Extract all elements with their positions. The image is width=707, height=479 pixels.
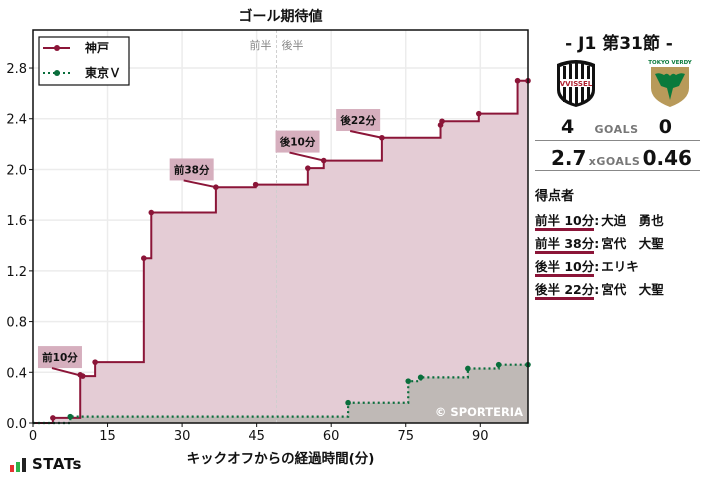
scorer-item: 前半 38分: 宮代 大聖: [535, 233, 664, 254]
y-tick-label: 1.2: [6, 265, 27, 280]
shot-marker: [141, 255, 147, 261]
y-tick-label: 0.4: [6, 366, 27, 381]
shot-marker: [514, 77, 521, 84]
shot-marker: [320, 157, 327, 164]
x-tick-label: 30: [174, 429, 191, 444]
round-title: - J1 第31節 -: [565, 34, 673, 54]
legend-box: [38, 36, 130, 86]
goal-annotation-label: 前10分: [42, 351, 78, 364]
shot-marker: [67, 413, 74, 420]
goal-annotation-arrow: [289, 151, 324, 162]
shot-marker: [475, 110, 482, 117]
shot-marker: [495, 361, 502, 368]
home-xg: 2.7: [551, 146, 587, 170]
x-tick-label: 60: [323, 429, 340, 444]
legend-marker: [54, 70, 60, 76]
goals-label: GOALS: [594, 123, 639, 136]
scorer-time: 前半 38分: [535, 236, 595, 254]
x-tick-label: 45: [248, 429, 265, 444]
y-tick-label: 1.6: [6, 214, 27, 229]
x-tick-label: 15: [99, 429, 116, 444]
x-axis-label: キックオフからの経過時間(分): [186, 451, 375, 467]
goal-annotation-arrow: [183, 179, 217, 189]
shot-marker: [252, 181, 259, 188]
shot-marker: [379, 134, 385, 141]
scorers-title: 得点者: [535, 189, 575, 204]
watermark: © SPORTERIA: [435, 405, 523, 419]
goal-annotation-label: 後22分: [339, 114, 376, 127]
xg-timeline-chart: ゴール期待値 前半 後半前10分 前38分 後10分 後22分 © SPORTERIA 0 1…: [6, 9, 531, 472]
scorer-time: 前半 10分: [535, 213, 595, 231]
scorer-name: エリキ: [601, 259, 639, 274]
away-xg: 0.46: [642, 146, 692, 170]
scorer-time: 後半 22分: [535, 282, 595, 300]
away-xg-line: [33, 363, 528, 425]
stats-bar-icon: [22, 458, 26, 472]
stats-brand-text: STATs: [32, 455, 82, 473]
shot-marker: [79, 373, 86, 379]
away-xg-area: [33, 364, 528, 423]
scorer-item: 前半 10分: 大迫 勇也: [535, 210, 664, 231]
match-summary-panel: - J1 第31節 - VVISSEL TOKYO VERDY 4 GOALS …: [535, 0, 707, 479]
stats-logo: STATs: [10, 457, 82, 472]
svg-text:TOKYO VERDY: TOKYO VERDY: [648, 60, 692, 66]
y-tick-label: 0.8: [6, 316, 27, 331]
legend-label: 神戸: [85, 40, 109, 55]
halftime-second-label: 後半: [282, 38, 304, 52]
x-tick-label: 75: [397, 429, 414, 444]
scorer-name: 宮代 大聖: [601, 236, 664, 251]
shot-marker: [405, 378, 412, 384]
shot-marker: [417, 374, 424, 381]
xg-row: 2.7 xGOALS 0.46: [535, 146, 700, 171]
stats-bar-icon: [16, 462, 20, 472]
x-tick-label: 90: [472, 429, 489, 444]
home-goals: 4: [561, 116, 575, 138]
goal-annotation-box: [37, 346, 82, 369]
goal-annotation-label: 後10分: [279, 136, 316, 149]
shot-marker: [50, 415, 56, 421]
shot-marker: [148, 209, 155, 216]
goals-row: 4 GOALS 0: [535, 116, 700, 141]
stats-bar-icon: [10, 465, 14, 472]
scorer-name: 宮代 大聖: [601, 282, 664, 297]
y-tick-label: 0.0: [6, 417, 27, 432]
goal-annotation-box: [275, 130, 320, 153]
y-tick-label: 2.0: [6, 163, 27, 178]
vissel-kobe-crest-icon: VVISSEL: [557, 60, 595, 107]
y-tick-label: 2.8: [6, 62, 27, 77]
scorer-item: 後半 10分: エリキ: [535, 256, 639, 277]
scorer-time: 後半 10分: [535, 259, 595, 277]
shot-marker: [439, 118, 445, 125]
goal-annotation-arrow: [51, 367, 83, 378]
scorer-name: 大迫 勇也: [601, 213, 664, 228]
shot-marker: [92, 359, 98, 365]
shot-marker: [305, 165, 311, 171]
shot-marker: [465, 365, 471, 372]
goal-annotation-label: 前38分: [174, 163, 210, 176]
away-goals: 0: [658, 116, 672, 138]
goal-annotation-box: [169, 158, 214, 181]
scorer-item: 後半 22分: 宮代 大聖: [535, 279, 664, 300]
chart-title: ゴール期待値: [238, 9, 323, 25]
axes-frame: [32, 29, 529, 424]
goal-annotation-box: [336, 109, 381, 132]
halftime-first-label: 前半: [250, 38, 272, 52]
home-xg-area: [33, 80, 528, 423]
legend-label: 東京Ｖ: [85, 65, 121, 80]
shot-marker: [345, 399, 351, 406]
x-tick-label: 0: [29, 429, 37, 444]
tokyo-verdy-crest-icon: TOKYO VERDY: [648, 60, 693, 107]
legend-marker: [54, 45, 60, 51]
goal-annotation-arrow: [349, 130, 383, 139]
y-tick-label: 2.4: [6, 113, 27, 128]
xg-label: xGOALS: [588, 155, 641, 168]
svg-text:VVISSEL: VVISSEL: [560, 80, 593, 88]
